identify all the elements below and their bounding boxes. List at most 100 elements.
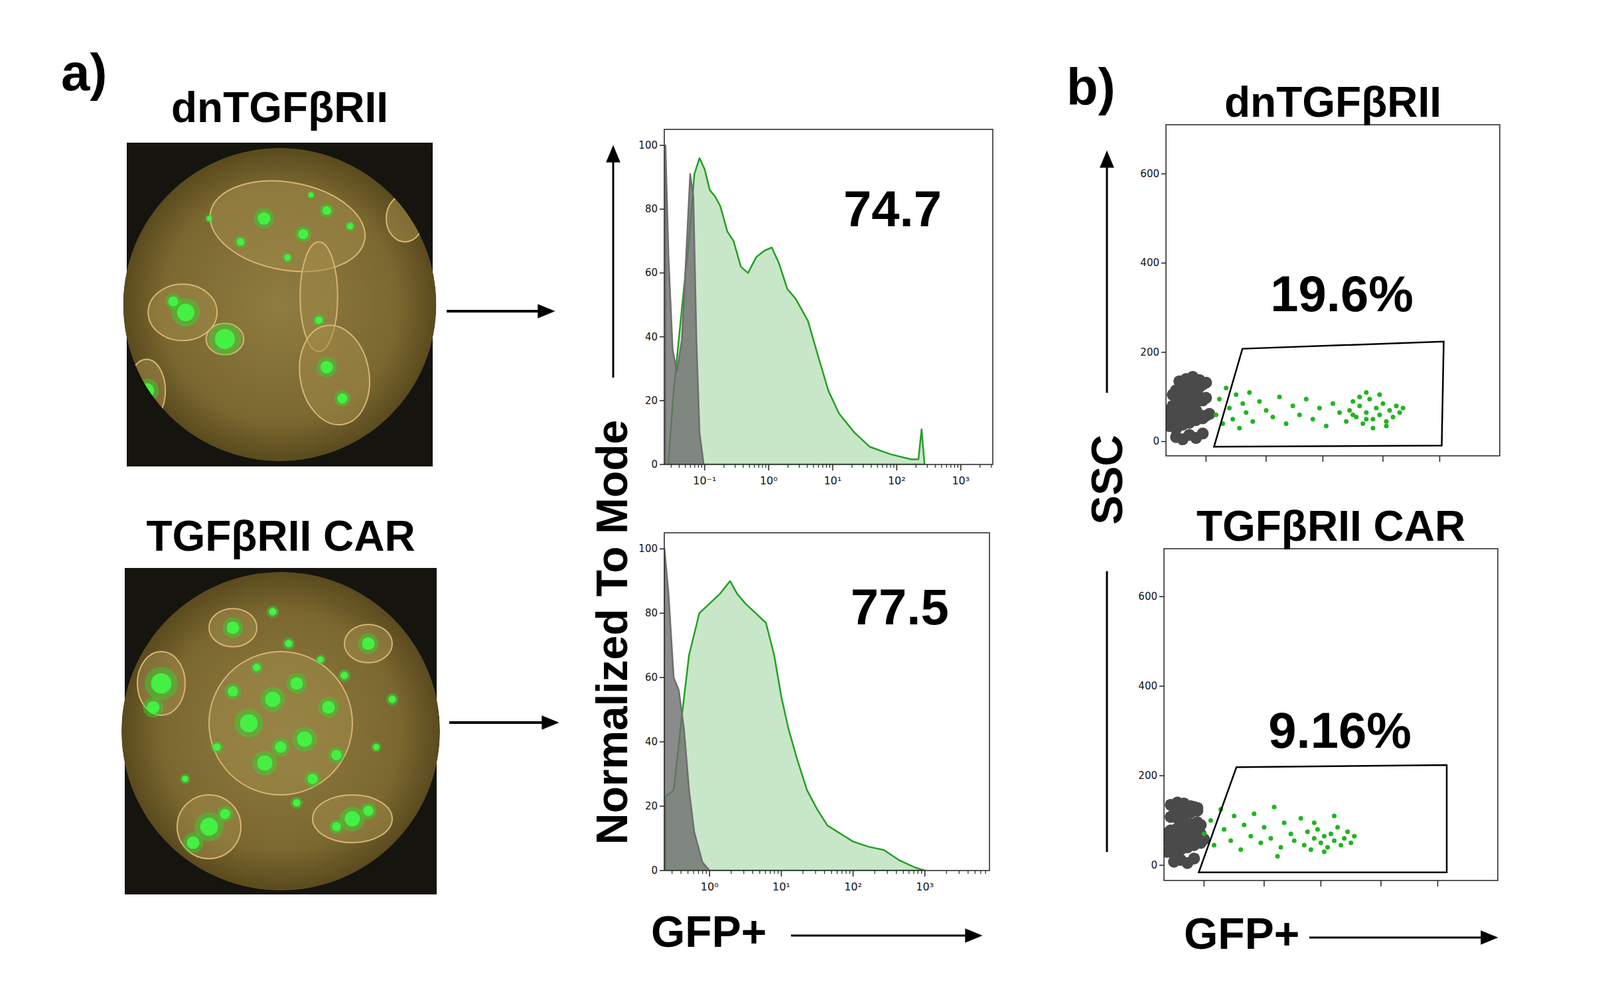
event-dot	[1321, 849, 1327, 855]
gfp-halo	[144, 666, 178, 701]
x-tick	[960, 464, 962, 471]
y-tick-label: 0	[1150, 859, 1158, 872]
y-tick-label: 600	[1140, 167, 1160, 180]
x-tick-label: 10²	[844, 880, 863, 894]
gfp-spot	[219, 808, 230, 819]
event-dot	[1298, 816, 1304, 821]
gfp-spot	[308, 192, 314, 198]
x-tick-label: 10⁻¹	[692, 474, 717, 488]
event-dot	[1350, 398, 1356, 404]
event-dot	[1213, 412, 1219, 418]
minor-tick	[749, 464, 750, 468]
event-dot	[1325, 845, 1330, 851]
minor-tick	[893, 464, 894, 468]
event-dot	[1397, 410, 1403, 415]
y-tick	[659, 870, 665, 872]
minor-tick	[730, 870, 732, 874]
gfp-halo	[142, 696, 164, 718]
event-dot	[1251, 811, 1257, 817]
x-tick	[768, 464, 770, 471]
gfp-halo	[357, 633, 379, 654]
gfp-halo	[224, 683, 242, 701]
minor-tick	[773, 870, 775, 874]
micrograph-disc	[121, 572, 440, 891]
plot-background	[1163, 548, 1498, 881]
gfp-spot	[331, 822, 341, 831]
minor-tick	[950, 464, 951, 468]
event-dot	[1367, 396, 1372, 402]
gfp-halo	[217, 805, 234, 823]
event-dot	[1217, 396, 1222, 402]
minor-tick	[818, 464, 819, 468]
event-dot	[1370, 426, 1376, 431]
event-dot	[1261, 824, 1267, 830]
minor-tick	[698, 870, 699, 874]
x-tick	[781, 870, 783, 877]
minor-tick	[870, 464, 872, 468]
event-dot	[1357, 403, 1362, 409]
panel-label: b)	[1066, 57, 1116, 117]
event-dot	[1394, 403, 1399, 409]
minor-tick	[954, 464, 955, 468]
x-tick	[708, 870, 711, 877]
gfp-halo	[222, 617, 243, 638]
axis-arrow	[1106, 153, 1109, 393]
gate-percentage: 19.6%	[1270, 265, 1414, 322]
event-dot	[1345, 829, 1350, 835]
event-dot	[1330, 401, 1336, 407]
minor-tick	[799, 464, 800, 468]
event-dot	[1348, 840, 1354, 846]
x-tick	[1322, 455, 1324, 462]
y-tick-label: 40	[645, 331, 658, 344]
gfp-spot	[240, 714, 259, 733]
event-dot	[1302, 842, 1307, 848]
event-dot	[1199, 392, 1212, 405]
cell-cluster	[209, 651, 353, 796]
x-tick-label: 10⁰	[759, 474, 778, 488]
event-dot	[1230, 416, 1236, 422]
minor-tick	[941, 464, 942, 468]
event-dot	[1304, 396, 1309, 402]
minor-tick	[723, 464, 725, 468]
event-dot	[1360, 421, 1366, 427]
y-tick-label: 100	[638, 139, 658, 152]
gfp-spot	[227, 686, 238, 697]
event-dot	[1227, 406, 1232, 411]
gfp-spot	[297, 228, 308, 239]
gfp-spot	[181, 775, 189, 783]
gfp-spot	[236, 238, 245, 246]
gfp-spot	[200, 818, 219, 837]
gfp-halo	[328, 747, 346, 764]
y-tick-label: 20	[645, 394, 658, 407]
event-dot	[1377, 392, 1382, 397]
gfp-halo	[315, 654, 326, 665]
event-dot	[1341, 836, 1347, 841]
plot-area	[1165, 341, 1444, 447]
minor-tick	[849, 870, 851, 874]
event-dot	[1256, 398, 1262, 404]
y-tick	[1161, 173, 1166, 175]
gfp-spot	[167, 296, 178, 307]
y-tick-label: 200	[1138, 769, 1158, 782]
event-dot	[1350, 412, 1356, 418]
gfp-halo	[282, 637, 296, 651]
event-dot	[1311, 836, 1317, 841]
y-tick	[1159, 595, 1164, 598]
gfp-halo	[252, 750, 277, 776]
gate-percentage: 77.5	[850, 578, 949, 636]
cell-cluster	[177, 795, 241, 859]
minor-tick	[881, 464, 883, 468]
micrograph-field	[123, 147, 437, 462]
gfp-halo	[205, 214, 214, 223]
minor-tick	[979, 464, 981, 468]
minor-tick	[698, 464, 699, 468]
image-title: TGFβRII CAR	[145, 512, 415, 561]
y-tick-label: 600	[1138, 590, 1158, 603]
event-dot	[1310, 416, 1316, 422]
gfp-halo	[370, 741, 382, 753]
minor-tick	[761, 464, 763, 468]
gfp-spot	[215, 329, 235, 350]
cell-cluster	[206, 323, 245, 355]
axis-title: SSC	[1082, 434, 1132, 525]
event-dot	[1196, 427, 1209, 440]
